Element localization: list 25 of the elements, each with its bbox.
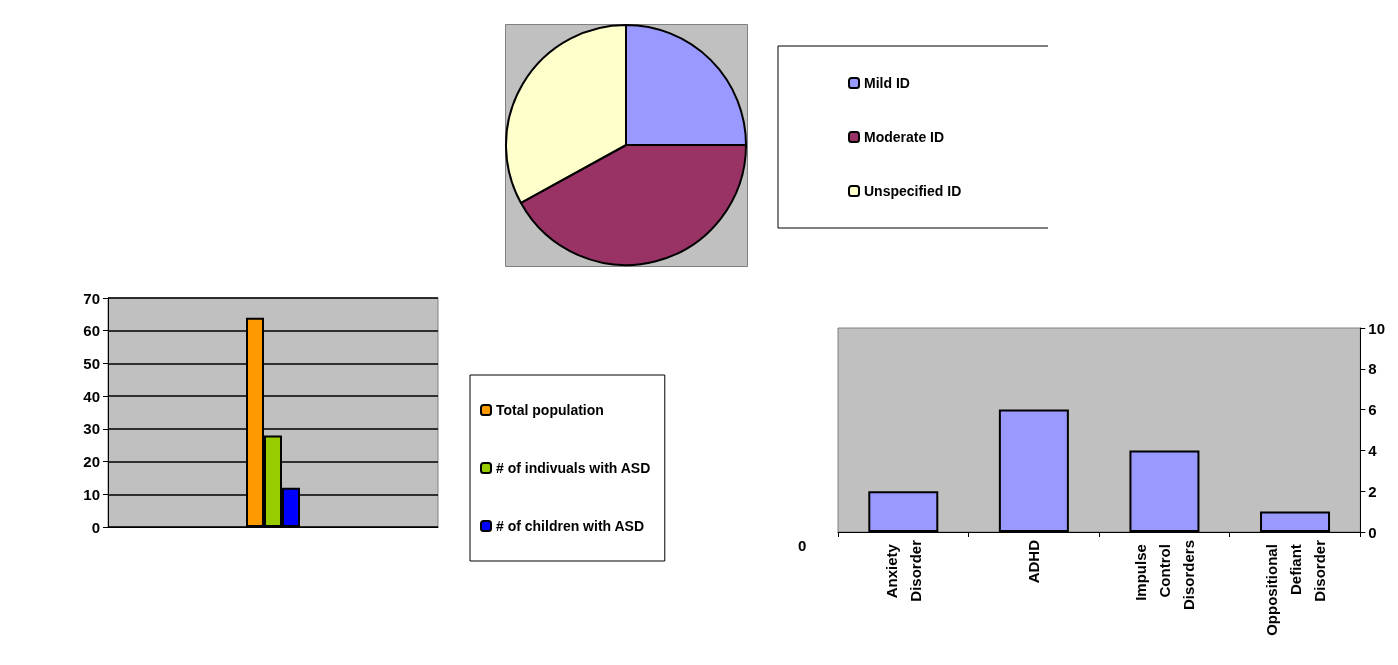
y-tick-label: 50	[83, 354, 100, 372]
y2-tick-label: 4	[1368, 441, 1378, 459]
x-tick-label: ADHD	[1025, 539, 1043, 584]
legend-label: # of children with ASD	[496, 518, 645, 534]
y-tick-label: 70	[83, 289, 100, 307]
y2-tick-label: 0	[1368, 523, 1377, 541]
y-tick-label: 60	[83, 322, 100, 340]
y2-tick-label: 10	[1368, 319, 1385, 337]
legend-label: Mild ID	[864, 75, 910, 91]
x-tick-label: Anxiety Disorder	[882, 539, 924, 602]
y2-tick-label: 6	[1368, 401, 1377, 419]
text: 0	[798, 537, 807, 554]
y2-tick-label: 8	[1368, 360, 1377, 378]
y-tick-label: 40	[83, 387, 100, 405]
legend-label: Moderate ID	[864, 129, 945, 145]
x-tick-label: Oppositional Defiant Disorder	[1262, 539, 1328, 636]
y-tick-label: 30	[83, 420, 100, 438]
y2-tick-label: 2	[1368, 482, 1377, 500]
y-tick-label: 20	[83, 453, 100, 471]
legend-label: Unspecified ID	[864, 183, 962, 199]
y-tick-label: 10	[83, 485, 100, 503]
x-tick-label: Impulse Control Disorders	[1131, 540, 1197, 611]
legend-label: Total population	[496, 402, 604, 418]
y-tick-label: 0	[91, 518, 100, 536]
legend-label: # of indivuals with ASD	[496, 460, 651, 476]
